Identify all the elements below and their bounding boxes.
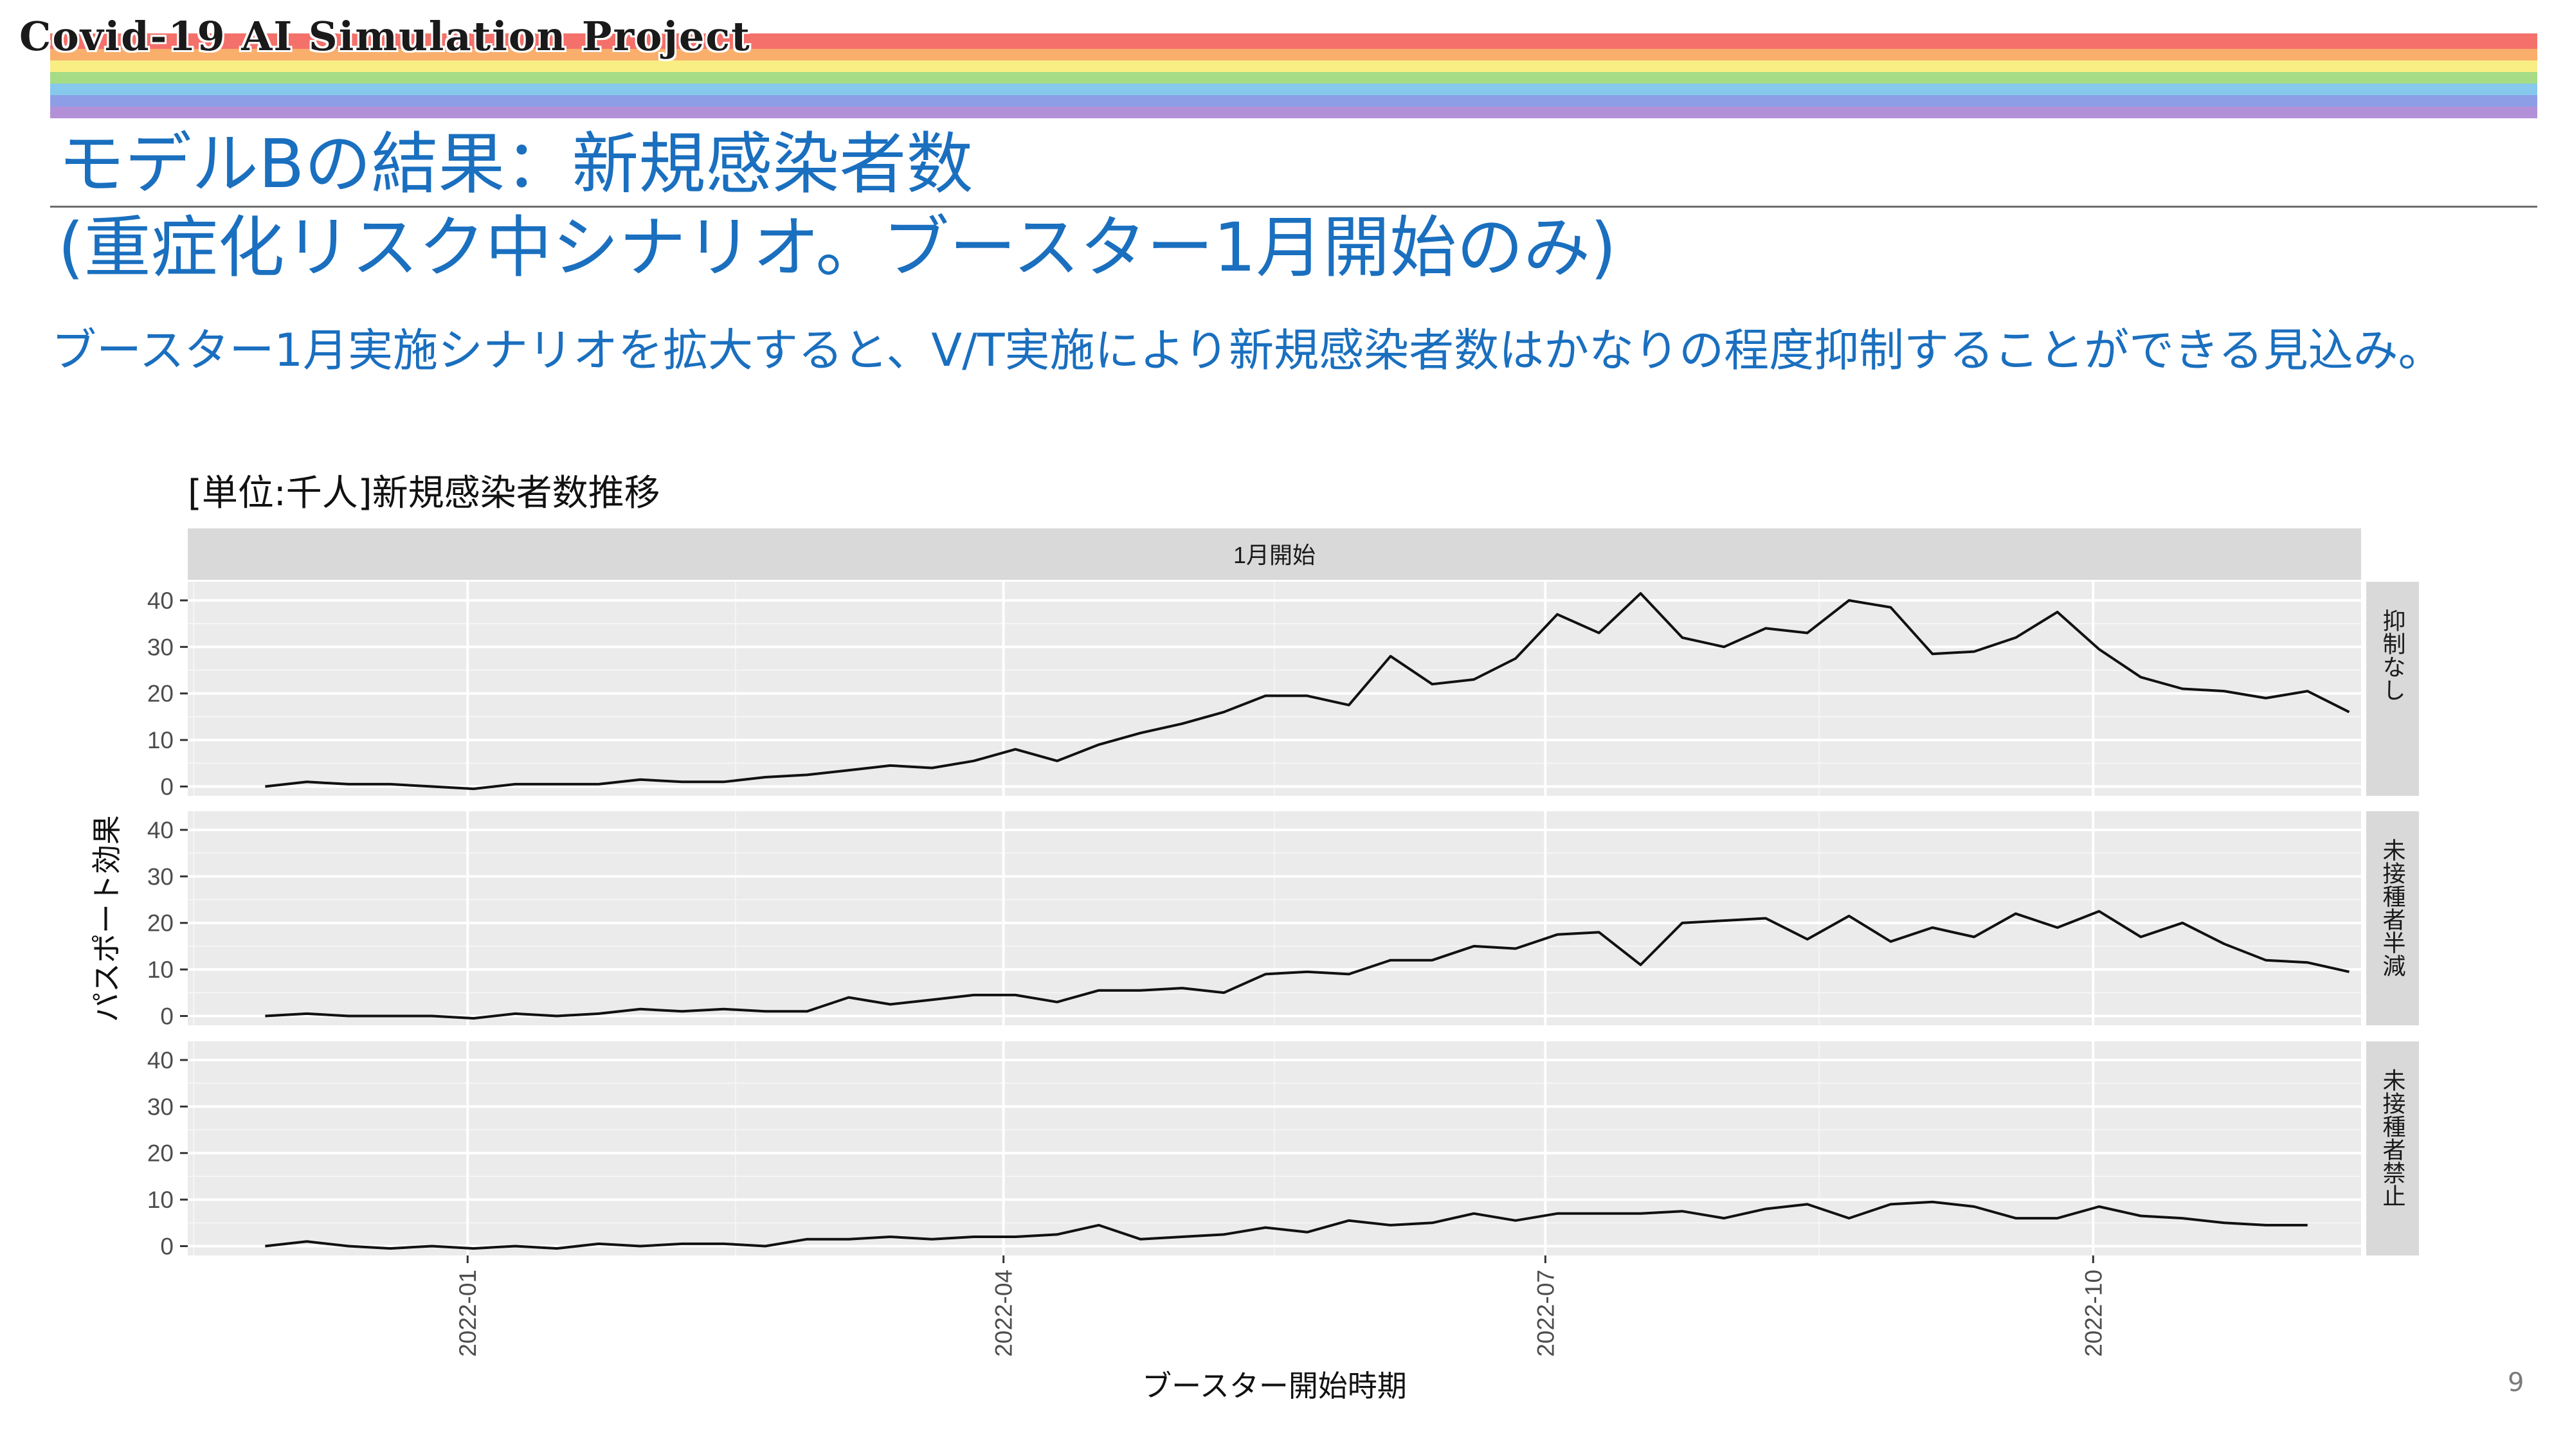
- title-line-2: (重症化リスク中シナリオ。ブースター1月開始のみ): [58, 208, 1617, 287]
- y-tick-label: 10: [147, 1187, 174, 1213]
- title-divider: [50, 206, 2537, 208]
- y-tick-label: 30: [147, 1093, 174, 1120]
- y-tick-label: 20: [147, 1140, 174, 1167]
- facet-strip-3: [2366, 1041, 2419, 1255]
- y-tick-label: 30: [147, 863, 174, 890]
- banner-stripe: [50, 33, 2537, 49]
- y-tick-label: 0: [160, 1234, 174, 1260]
- x-tick-label: 2022-04: [991, 1270, 1017, 1357]
- y-tick-label: 30: [147, 634, 174, 660]
- banner-stripe: [50, 49, 2537, 60]
- facet-label-2: 未接種者半減: [2380, 838, 2406, 977]
- x-tick-label: 2022-01: [455, 1270, 481, 1357]
- facet-strip-2: [2366, 811, 2419, 1025]
- x-tick-label: 2022-10: [2080, 1270, 2106, 1357]
- x-tick-label: 2022-07: [1532, 1270, 1559, 1357]
- banner-stripe: [50, 60, 2537, 72]
- y-tick-label: 0: [160, 774, 174, 800]
- chart-caption: [単位:千人]新規感染者数推移: [188, 472, 660, 514]
- title-line-1: モデルBの結果：新規感染者数: [58, 125, 974, 203]
- banner-stripe: [50, 107, 2537, 118]
- y-tick-label: 40: [147, 588, 174, 614]
- banner-stripe: [50, 95, 2537, 107]
- banner-title: Covid-19 AI Simulation Project: [19, 13, 751, 60]
- series-line-2: [265, 910, 2350, 1020]
- facet-title-strip: [188, 528, 2361, 580]
- facet-strip-1: [2366, 582, 2419, 796]
- banner-stripe: [50, 72, 2537, 84]
- series-line-3: [265, 1200, 2308, 1250]
- y-tick-label: 0: [160, 1003, 174, 1030]
- banner-stripe: [50, 84, 2537, 95]
- facet-label-3: 未接種者禁止: [2380, 1068, 2406, 1207]
- x-axis-title: ブースター開始時期: [1142, 1369, 1407, 1403]
- y-tick-label: 40: [147, 1047, 174, 1074]
- y-axis-title: パスポート効果: [90, 815, 123, 1022]
- y-tick-label: 20: [147, 681, 174, 707]
- y-tick-label: 10: [147, 957, 174, 983]
- y-tick-label: 10: [147, 727, 174, 753]
- y-tick-label: 20: [147, 910, 174, 937]
- page-number: 9: [2508, 1368, 2524, 1398]
- facet-label-1: 抑制なし: [2380, 609, 2406, 701]
- y-tick-label: 40: [147, 817, 174, 843]
- slide-title: モデルBの結果：新規感染者数 (重症化リスク中シナリオ。ブースター1月開始のみ): [58, 122, 2501, 289]
- series-line-1: [265, 592, 2350, 791]
- header-banner: [50, 33, 2537, 118]
- slide-subtitle: ブースター1月実施シナリオを拡大すると、V/T実施により新規感染者数はかなりの程…: [51, 324, 2443, 377]
- facet-title: 1月開始: [1233, 542, 1316, 568]
